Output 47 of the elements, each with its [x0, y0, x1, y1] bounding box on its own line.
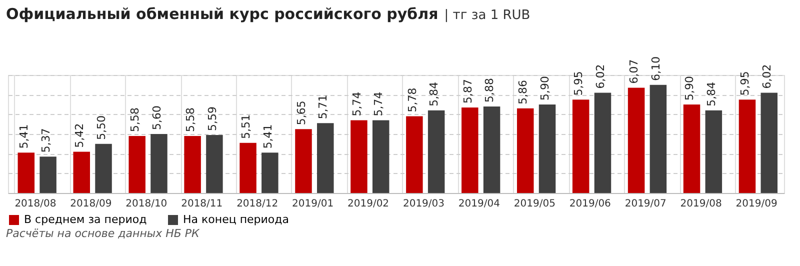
x-tick-label: 2018/11 — [181, 198, 223, 210]
text: Расчёты на основе данных НБ РК — [5, 227, 200, 240]
x-tick-label: 2018/09 — [70, 198, 112, 210]
legend-label: На конец периода — [183, 213, 289, 226]
x-tick-label: 2019/02 — [347, 198, 390, 210]
data-label: 5,58 — [128, 107, 142, 132]
data-label: 5,90 — [538, 76, 552, 100]
data-label: 5,37 — [39, 128, 52, 153]
data-label: 5,95 — [572, 71, 586, 96]
x-tick-label: 2019/04 — [458, 198, 500, 210]
x-tick-label: 2018/08 — [14, 198, 56, 210]
data-label: 5,88 — [483, 78, 496, 102]
data-label: 5,84 — [705, 82, 718, 106]
data-label: 5,65 — [294, 100, 308, 126]
data-label: 6,02 — [594, 64, 608, 89]
x-tick-label: 2019/01 — [292, 198, 334, 210]
data-label: 5,58 — [184, 107, 197, 132]
x-tick-label: 2019/06 — [569, 198, 611, 210]
data-label: 5,87 — [461, 78, 474, 104]
data-label: 5,71 — [316, 94, 330, 120]
data-label: 5,41 — [261, 124, 274, 149]
data-label: 5,59 — [206, 106, 219, 131]
data-label: 5,95 — [738, 71, 752, 96]
chart-subtitle: | тг за 1 RUB — [444, 8, 530, 23]
legend-label: В среднем за период — [24, 213, 148, 226]
data-label: 5,51 — [239, 114, 252, 139]
data-label: 5,50 — [94, 115, 108, 140]
data-label: 6,10 — [650, 56, 663, 81]
chart-title: Официальный обменный курс российского рубля — [6, 5, 438, 23]
x-tick-label: 2018/10 — [126, 198, 168, 210]
x-tick-label: 2019/03 — [402, 198, 445, 210]
x-tick-label: 2019/09 — [736, 198, 778, 210]
data-label: 5,90 — [683, 76, 696, 100]
data-label: 5,84 — [428, 82, 441, 106]
x-tick-label: 2019/08 — [680, 198, 722, 210]
data-label: 5,60 — [150, 106, 164, 130]
data-label: 5,74 — [350, 92, 364, 116]
data-label: 5,41 — [18, 124, 31, 149]
data-label: 6,02 — [760, 64, 774, 89]
x-tick-label: 2018/12 — [236, 198, 278, 210]
data-label: 5,74 — [372, 92, 386, 116]
x-tick-label: 2019/07 — [624, 198, 666, 210]
data-label: 6,07 — [628, 59, 641, 84]
x-tick-label: 2019/05 — [514, 198, 556, 210]
data-label: 5,78 — [406, 88, 419, 112]
data-label: 5,42 — [72, 123, 86, 148]
data-label: 5,86 — [516, 80, 530, 104]
